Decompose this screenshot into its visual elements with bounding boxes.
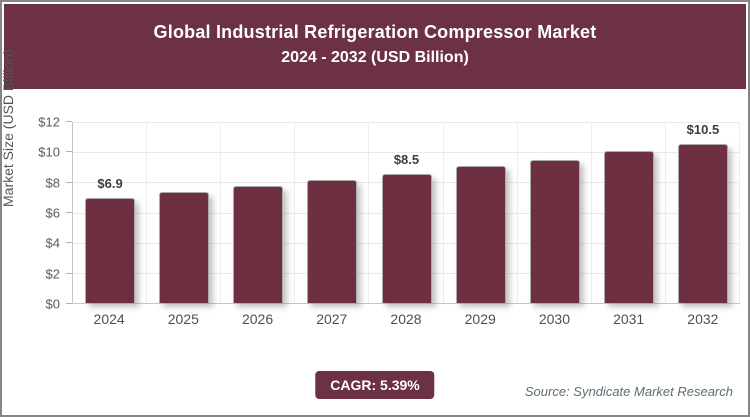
y-axis-tick [66, 151, 72, 153]
bar [307, 180, 358, 303]
x-axis-label: 2025 [167, 311, 199, 327]
y-axis-tick [66, 181, 72, 183]
chart-title-line1: Global Industrial Refrigeration Compress… [153, 22, 597, 42]
x-axis-label: 2030 [538, 311, 571, 327]
bar [85, 198, 136, 303]
gridline-vertical [294, 122, 296, 303]
y-axis-tick [66, 121, 72, 122]
y-axis-tick-label: $10 [38, 144, 60, 160]
x-axis-labels: 2024 2025 2026 2027 2028 2029 2030 2031 2032 [72, 311, 740, 333]
gridline-vertical [220, 122, 222, 303]
y-axis-tick [66, 303, 72, 304]
x-axis-label: 2031 [613, 311, 645, 327]
gridline-vertical [590, 122, 592, 303]
y-axis-tick-label: $6 [45, 205, 60, 221]
gridline-vertical [146, 122, 148, 303]
gridline-horizontal [73, 152, 740, 154]
source-attribution: Source: Syndicate Market Research [524, 384, 733, 399]
cagr-badge: CAGR: 5.39% [315, 371, 435, 399]
y-axis-tick [66, 242, 72, 244]
gridline-vertical [516, 122, 518, 303]
gridline-vertical [368, 122, 370, 303]
x-axis-label: 2032 [687, 311, 719, 327]
chart-title-line2: 2024 - 2032 (USD Billion) [281, 49, 469, 66]
bar [233, 186, 284, 303]
bar [677, 144, 728, 303]
bar-value-label: $6.9 [97, 176, 123, 191]
y-axis-tick-label: $8 [45, 175, 60, 191]
chart-header: Global Industrial Refrigeration Compress… [4, 4, 746, 89]
x-axis-label: 2026 [241, 311, 274, 327]
x-axis-label: 2029 [464, 311, 496, 327]
gridline-horizontal [73, 122, 740, 123]
bar [455, 166, 506, 303]
gridline-vertical [442, 122, 444, 303]
y-axis-tick [66, 212, 72, 213]
gridline-vertical [664, 122, 666, 303]
x-axis-label: 2028 [390, 311, 422, 327]
y-axis-tick-label: $12 [38, 114, 60, 130]
y-axis-tick-label: $2 [45, 266, 60, 282]
bar [381, 174, 432, 303]
bar [159, 192, 210, 303]
x-axis-label: 2024 [93, 311, 125, 327]
bar-value-label: $8.5 [393, 152, 420, 167]
y-axis-tick-label: $0 [45, 296, 60, 312]
bar [603, 151, 654, 303]
bar [529, 160, 580, 303]
y-axis-labels: $0 $2 $4 $6 $8 $10 $12 [2, 115, 62, 312]
gridline-vertical [739, 122, 740, 303]
y-axis-ticks [66, 121, 72, 304]
plot-area: $6.9 $8.5 $10.5 [72, 122, 740, 304]
y-axis-tick [66, 272, 72, 274]
x-axis-label: 2027 [316, 311, 348, 327]
y-axis-tick-label: $4 [45, 235, 60, 251]
bar-value-label: $10.5 [686, 122, 720, 137]
